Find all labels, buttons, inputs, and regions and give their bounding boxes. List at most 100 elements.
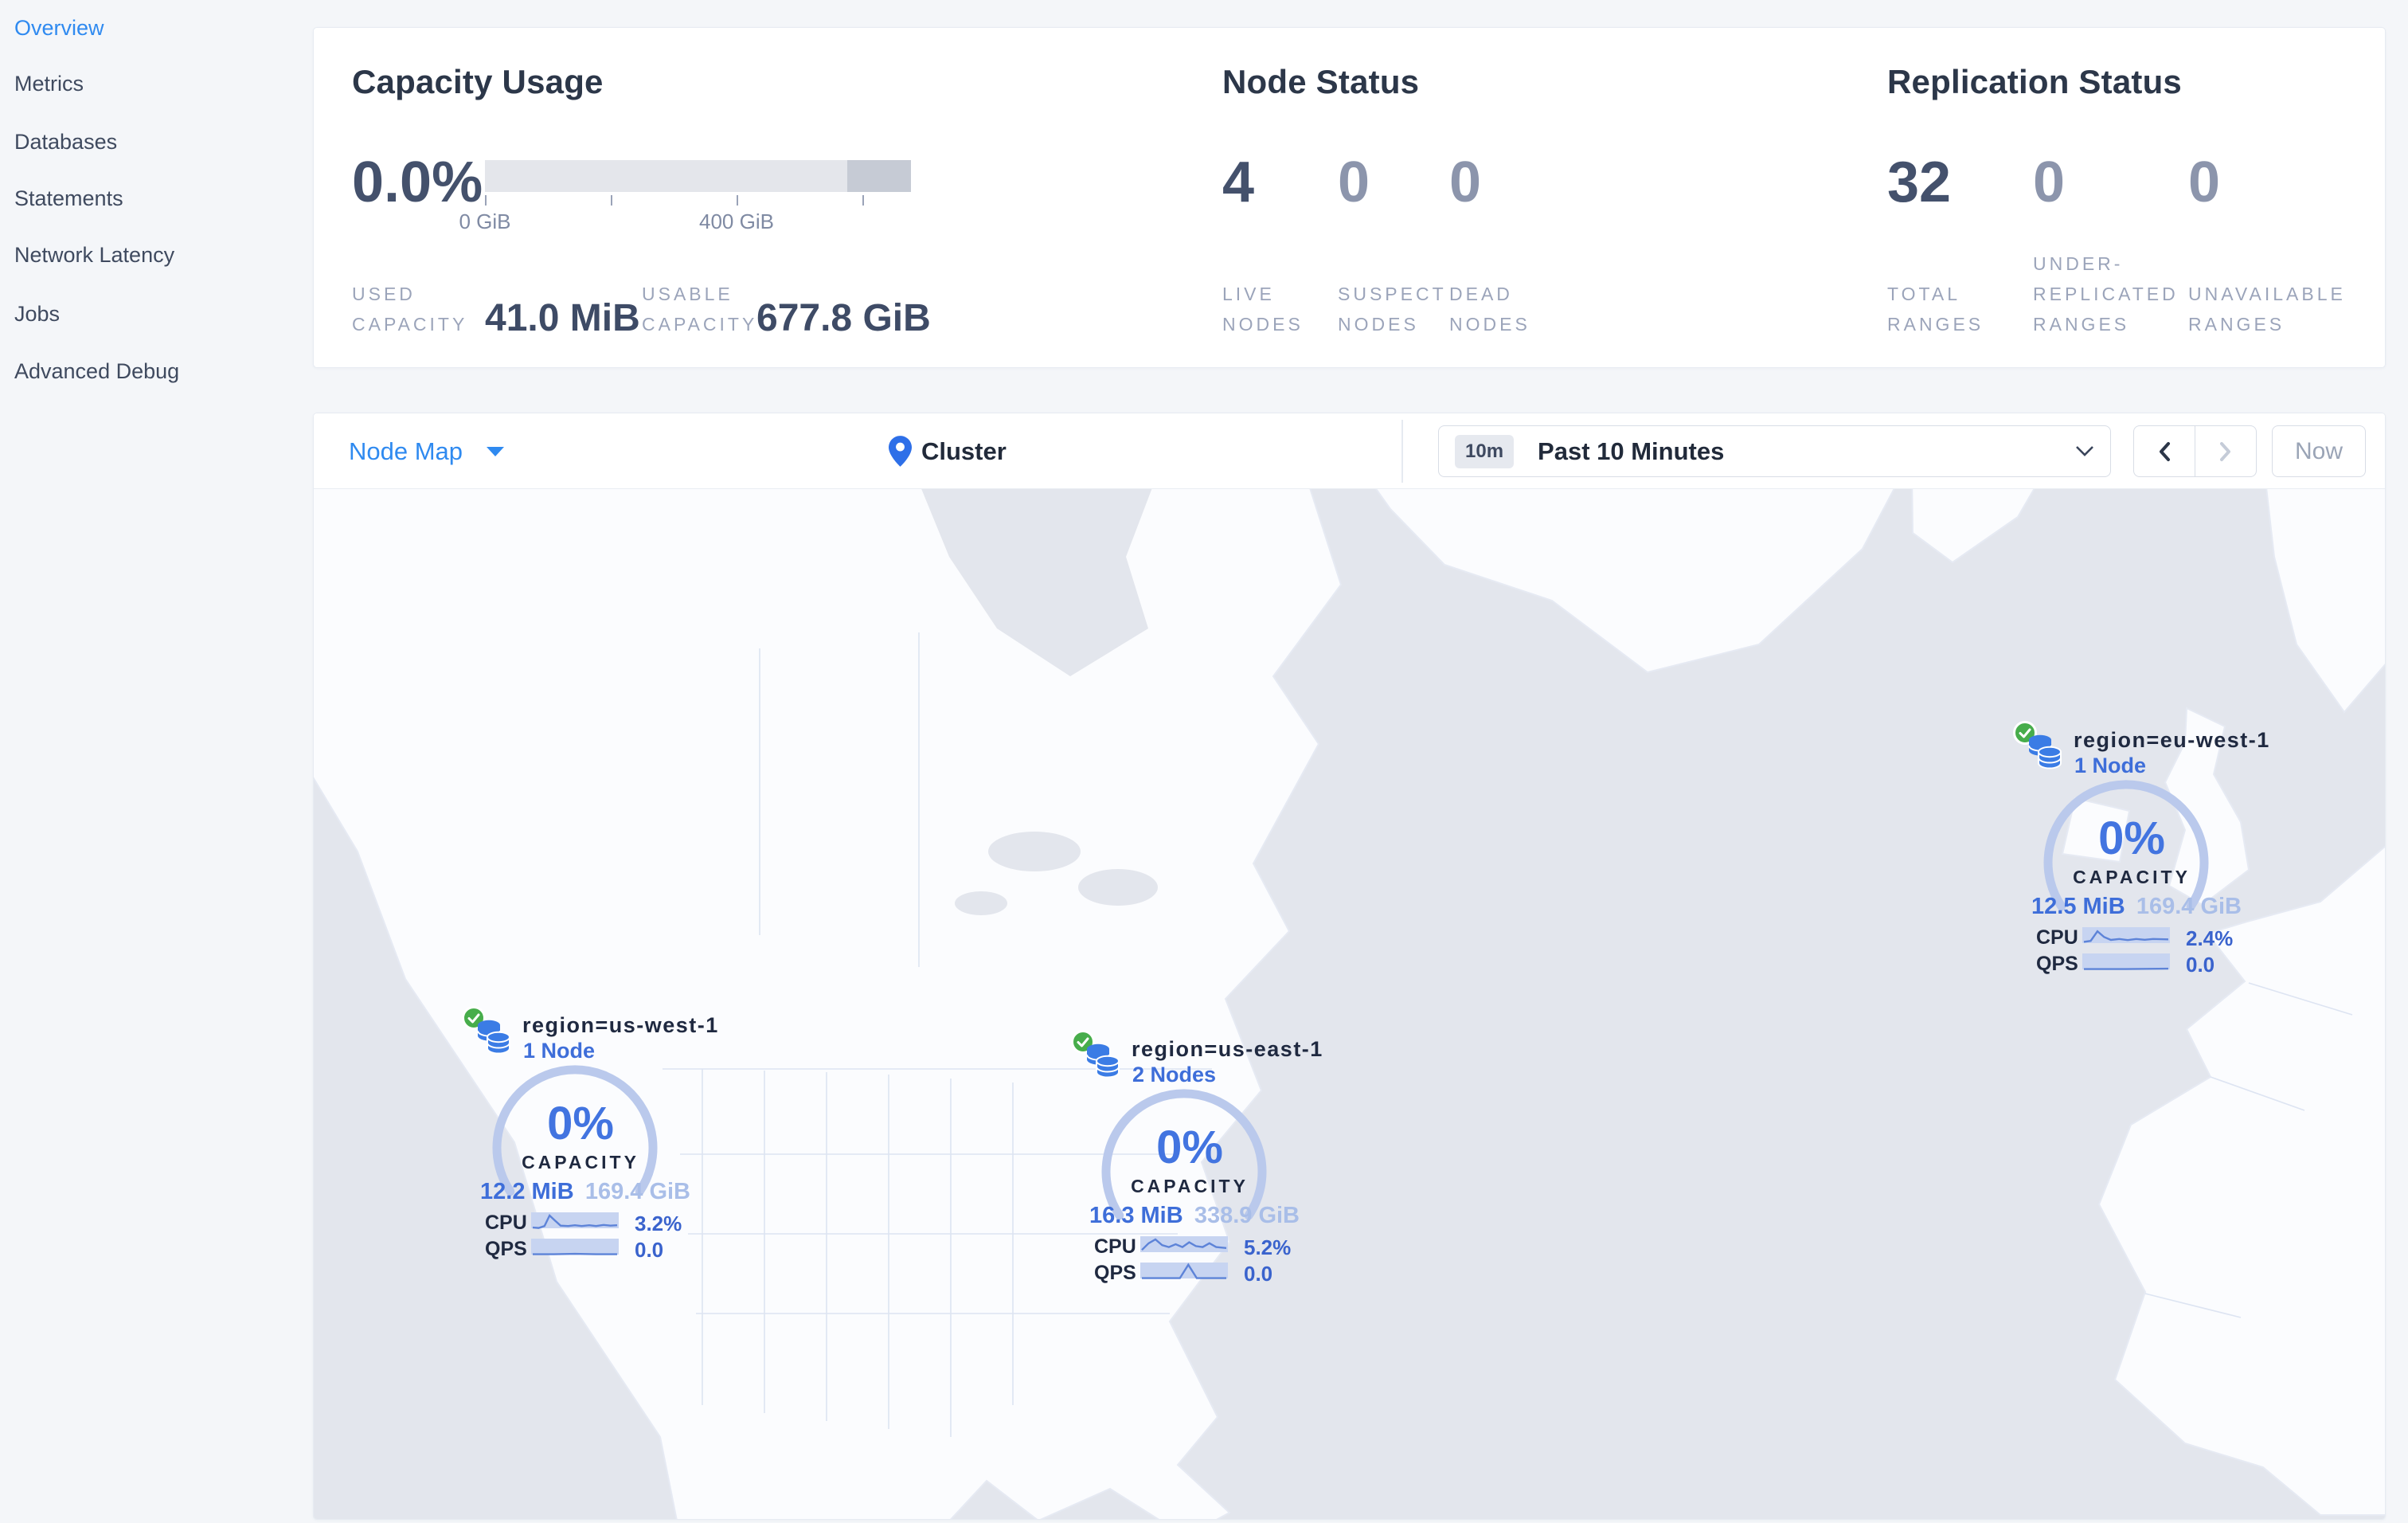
cpu-sparkline (1140, 1236, 1228, 1252)
used-capacity-label-line2: CAPACITY (352, 314, 468, 335)
unavailable-ranges-label: UNAVAILABLE RANGES (2188, 279, 2346, 339)
total-ranges-label-line1: TOTAL (1887, 284, 1960, 304)
capacity-used-value: 12.2 MiB (480, 1179, 574, 1204)
region-marker-eu-west-1: region=eu-west-1 1 Node 0% CAPACITY 12.5… (2012, 720, 2269, 977)
qps-label: QPS (485, 1238, 527, 1260)
node-status-title: Node Status (1222, 63, 1420, 100)
capacity-tick (737, 195, 738, 206)
cpu-value: 5.2% (1244, 1235, 1292, 1259)
time-range-label: Past 10 Minutes (1538, 437, 1725, 465)
sidebar-item-databases[interactable]: Databases (14, 130, 118, 154)
capacity-tick (611, 195, 612, 206)
suspect-nodes-label-line1: SUSPECT (1338, 284, 1447, 304)
capacity-tick-label-400: 400 GiB (699, 209, 774, 233)
sidebar-item-statements[interactable]: Statements (14, 186, 123, 210)
map-pin-icon (889, 436, 912, 467)
cluster-summary-card: Capacity Usage 0.0% 0 GiB 400 GiB USED C… (313, 27, 2386, 368)
capacity-gauge-label: CAPACITY (1131, 1176, 1249, 1196)
under-replicated-ranges-count: 0 (2033, 151, 2066, 214)
usable-capacity-value: 677.8 GiB (756, 297, 931, 339)
total-ranges-label-line2: RANGES (1887, 314, 1984, 335)
suspect-nodes-label: SUSPECT NODES (1338, 279, 1447, 339)
cpu-value: 2.4% (2186, 926, 2234, 950)
cpu-label: CPU (2036, 926, 2078, 949)
view-selector-label: Node Map (349, 437, 463, 465)
chevron-left-icon (2160, 441, 2170, 461)
capacity-gauge-percent: 0% (547, 1098, 614, 1149)
dead-nodes-label-line1: DEAD (1449, 284, 1513, 304)
qps-label: QPS (1094, 1262, 1136, 1284)
under-replicated-ranges-label: UNDER- REPLICATED RANGES (2033, 249, 2179, 339)
capacity-tick (485, 195, 487, 206)
sidebar-item-jobs[interactable]: Jobs (14, 302, 61, 326)
used-capacity-value: 41.0 MiB (485, 297, 640, 339)
under-replicated-label-line2: REPLICATED (2033, 284, 2179, 304)
world-map (314, 489, 2385, 1519)
cpu-label: CPU (485, 1212, 527, 1234)
sidebar-item-overview[interactable]: Overview (14, 16, 104, 40)
qps-row: QPS 0.0 (2012, 949, 2251, 977)
dead-nodes-count: 0 (1449, 151, 1482, 214)
capacity-total-value: 338.9 GiB (1194, 1203, 1300, 1228)
capacity-gauge-arc (2043, 780, 2209, 911)
dead-nodes-label: DEAD NODES (1449, 279, 1530, 339)
live-nodes-label: LIVE NODES (1222, 279, 1304, 339)
capacity-gauge-arc (1101, 1089, 1267, 1220)
unavailable-ranges-label-line2: RANGES (2188, 314, 2285, 335)
under-replicated-label-line3: RANGES (2033, 314, 2130, 335)
unavailable-ranges-count: 0 (2188, 151, 2221, 214)
qps-value: 0.0 (2186, 953, 2215, 977)
live-nodes-label-line2: NODES (1222, 314, 1304, 335)
cpu-row: CPU 5.2% (1070, 1232, 1309, 1259)
time-back-button[interactable] (2134, 426, 2195, 476)
capacity-gauge-label: CAPACITY (2073, 867, 2191, 887)
time-forward-button[interactable] (2195, 426, 2256, 476)
capacity-tick (862, 195, 864, 206)
capacity-gauge-arc (492, 1065, 658, 1196)
region-label[interactable]: region=us-east-1 (1132, 1037, 1323, 1061)
caret-down-icon (487, 446, 505, 456)
time-step-buttons (2133, 425, 2257, 477)
replication-status-title: Replication Status (1887, 63, 2182, 100)
node-stack-icon (1086, 1043, 1120, 1079)
capacity-tick-label-0: 0 GiB (459, 209, 511, 233)
dead-nodes-label-line2: NODES (1449, 314, 1530, 335)
usable-capacity-label: USABLE CAPACITY (642, 279, 757, 339)
capacity-used-value: 12.5 MiB (2031, 894, 2125, 919)
suspect-nodes-count: 0 (1338, 151, 1370, 214)
chevron-down-icon (2076, 446, 2093, 456)
time-range-badge: 10m (1455, 434, 1515, 468)
sidebar-item-metrics[interactable]: Metrics (14, 72, 84, 96)
sidebar-item-network-latency[interactable]: Network Latency (14, 243, 175, 267)
live-nodes-label-line1: LIVE (1222, 284, 1275, 304)
total-ranges-count: 32 (1887, 151, 1952, 214)
qps-value: 0.0 (635, 1238, 664, 1262)
total-ranges-label: TOTAL RANGES (1887, 279, 1984, 339)
region-node-count-link[interactable]: 1 Node (2074, 754, 2147, 777)
cpu-label: CPU (1094, 1235, 1136, 1258)
region-node-count-link[interactable]: 2 Nodes (1132, 1063, 1217, 1086)
under-replicated-label-line1: UNDER- (2033, 253, 2124, 274)
capacity-usage-bar (485, 160, 911, 192)
region-marker-us-east-1: region=us-east-1 2 Nodes 0% CAPACITY 16.… (1070, 1029, 1322, 1286)
node-stack-icon (477, 1020, 510, 1055)
capacity-gauge-label: CAPACITY (522, 1152, 639, 1173)
view-selector-dropdown[interactable]: Node Map (349, 413, 505, 489)
sidebar-item-advanced-debug[interactable]: Advanced Debug (14, 359, 180, 383)
now-button[interactable]: Now (2272, 425, 2366, 477)
cpu-sparkline (531, 1212, 619, 1229)
used-capacity-label-line1: USED (352, 284, 416, 304)
region-label[interactable]: region=eu-west-1 (2074, 728, 2270, 752)
breadcrumb[interactable]: Cluster (889, 413, 1007, 489)
breadcrumb-label: Cluster (921, 437, 1007, 465)
cpu-row: CPU 3.2% (461, 1208, 700, 1235)
region-label[interactable]: region=us-west-1 (522, 1013, 719, 1037)
capacity-total-value: 169.4 GiB (584, 1179, 690, 1204)
time-range-dropdown[interactable]: 10m Past 10 Minutes (1438, 425, 2111, 477)
map-toolbar: Node Map Cluster 10m Past 10 Minutes (314, 413, 2385, 489)
capacity-gauge-percent: 0% (2098, 812, 2165, 864)
capacity-gauge-percent: 0% (1156, 1122, 1223, 1173)
capacity-total-value: 169.4 GiB (2136, 894, 2242, 919)
region-node-count-link[interactable]: 1 Node (523, 1039, 596, 1063)
region-marker-us-west-1: region=us-west-1 1 Node 0% CAPACITY 12.2… (461, 1005, 717, 1262)
